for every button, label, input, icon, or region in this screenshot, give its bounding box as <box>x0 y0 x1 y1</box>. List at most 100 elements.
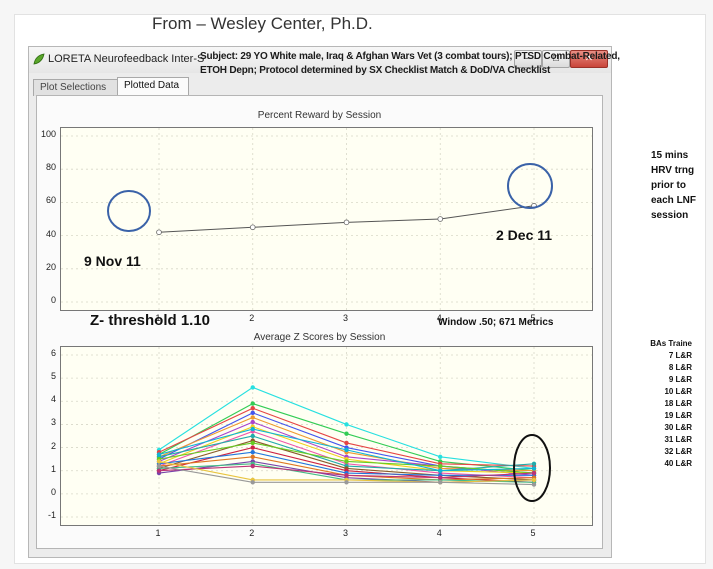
subject-note: Subject: 29 YO White male, Iraq & Afghan… <box>200 51 620 76</box>
data-point <box>156 468 162 473</box>
bottom-chart-title: Average Z Scores by Session <box>253 332 386 343</box>
bas-item: 19 L&R <box>664 411 692 420</box>
data-point <box>156 229 162 236</box>
window-titlebar[interactable]: LORETA Neurofeedback Inter-S – □ ✕ <box>29 47 611 73</box>
bas-item: 9 L&R <box>668 375 692 384</box>
y-tick-label: 6 <box>50 348 56 358</box>
y-tick-label: 80 <box>45 162 56 173</box>
y-tick-label: 40 <box>45 228 56 239</box>
top-chart-title: Percent Reward by Session <box>257 110 382 121</box>
bas-item: 10 L&R <box>664 387 692 396</box>
x-tick-label: 4 <box>436 528 442 538</box>
data-point <box>250 401 255 406</box>
x-tick-label: 4 <box>436 313 442 323</box>
end-date-label: 2 Dec 11 <box>496 227 553 243</box>
app-window: LORETA Neurofeedback Inter-S – □ ✕ Plot … <box>28 46 612 558</box>
bas-item: 8 L&R <box>668 363 692 372</box>
bas-item: 40 L&R <box>664 459 692 468</box>
data-point <box>156 452 162 457</box>
data-point <box>250 480 255 485</box>
data-point <box>437 216 444 222</box>
y-tick-label: 2 <box>50 440 56 451</box>
x-tick-label: 3 <box>342 313 348 323</box>
y-tick-label: 100 <box>40 129 56 139</box>
data-point <box>156 459 162 464</box>
x-tick-label: 2 <box>249 313 255 323</box>
data-point <box>438 463 443 469</box>
data-point <box>438 454 443 460</box>
data-point <box>343 219 350 226</box>
data-point <box>250 419 255 425</box>
y-tick-label: 0 <box>50 486 56 497</box>
data-point <box>531 202 537 209</box>
app-leaf-icon <box>33 53 45 65</box>
data-point <box>344 440 349 446</box>
window-title: LORETA Neurofeedback Inter-S <box>48 53 205 65</box>
x-tick-label: 2 <box>249 528 255 538</box>
data-point <box>250 449 255 455</box>
data-point <box>250 440 255 446</box>
close-button[interactable]: ✕ <box>570 50 608 68</box>
data-point <box>250 463 255 469</box>
data-point <box>250 454 255 460</box>
y-tick-label: 20 <box>45 261 56 272</box>
x-tick-label: 5 <box>530 528 536 538</box>
bas-item: 31 L&R <box>664 435 692 444</box>
z-threshold-label: Z- threshold 1.10 <box>90 312 211 329</box>
bottom-plot-area <box>60 346 593 526</box>
data-point <box>344 431 349 436</box>
data-point <box>249 224 256 231</box>
data-point <box>531 461 537 466</box>
data-point <box>531 466 537 471</box>
data-point <box>156 463 162 469</box>
bottom-chart-svg <box>61 347 592 525</box>
y-tick-label: 0 <box>50 295 56 305</box>
bas-heading: BAs Traine <box>650 339 692 348</box>
tab-plot-selections[interactable]: Plot Selections <box>33 79 123 96</box>
y-tick-label: 5 <box>50 371 56 382</box>
tab-plotted-data[interactable]: Plotted Data <box>117 77 189 96</box>
y-tick-label: 60 <box>45 195 56 206</box>
data-point <box>250 406 255 411</box>
data-point <box>531 477 537 483</box>
data-point <box>250 415 255 420</box>
data-point <box>344 473 349 478</box>
maximize-button[interactable]: □ <box>542 50 570 68</box>
start-date-label: 9 Nov 11 <box>84 253 141 269</box>
data-point <box>531 470 537 476</box>
data-point <box>438 468 443 473</box>
data-point <box>250 426 255 432</box>
data-point <box>344 422 349 427</box>
percent-reward-chart: Percent Reward by Session 100 80 60 40 20 0 1… <box>37 96 602 332</box>
bas-item: 30 L&R <box>664 423 692 432</box>
x-tick-label: 1 <box>155 313 161 323</box>
data-point <box>250 445 255 450</box>
x-tick-label: 1 <box>155 528 161 538</box>
top-chart-svg <box>61 128 592 310</box>
data-point <box>344 480 349 485</box>
x-tick-label: 3 <box>342 528 348 538</box>
bas-item: 18 L&R <box>664 399 692 408</box>
bas-item: 7 L&R <box>668 351 692 360</box>
slide-title: From – Wesley Center, Ph.D. <box>152 14 373 33</box>
window-metrics-label: Window .50; 671 Metrics <box>438 317 554 328</box>
hrv-training-note: 15 mins HRV trng prior to each LNF sessi… <box>651 150 697 221</box>
data-point <box>344 447 349 453</box>
data-point <box>250 385 255 390</box>
y-tick-label: -1 <box>47 510 56 520</box>
x-tick-label: 5 <box>530 313 536 323</box>
data-point <box>250 433 255 439</box>
minimize-button[interactable]: – <box>514 50 542 68</box>
bas-item: 32 L&R <box>664 447 692 456</box>
data-point <box>438 475 443 480</box>
y-tick-label: 1 <box>50 463 56 474</box>
top-plot-area <box>60 127 593 311</box>
bas-trained-list: BAs Traine 7 L&R 8 L&R 9 L&R 10 L&R 18 L… <box>650 338 692 470</box>
average-z-chart: Average Z Scores by Session 6 5 4 3 2 1 0 -1 1 2… <box>37 332 602 548</box>
data-point <box>344 459 349 464</box>
data-point <box>438 480 443 485</box>
data-point <box>250 410 255 416</box>
y-tick-label: 3 <box>50 417 56 428</box>
data-point <box>531 482 537 487</box>
y-tick-label: 4 <box>50 394 56 405</box>
